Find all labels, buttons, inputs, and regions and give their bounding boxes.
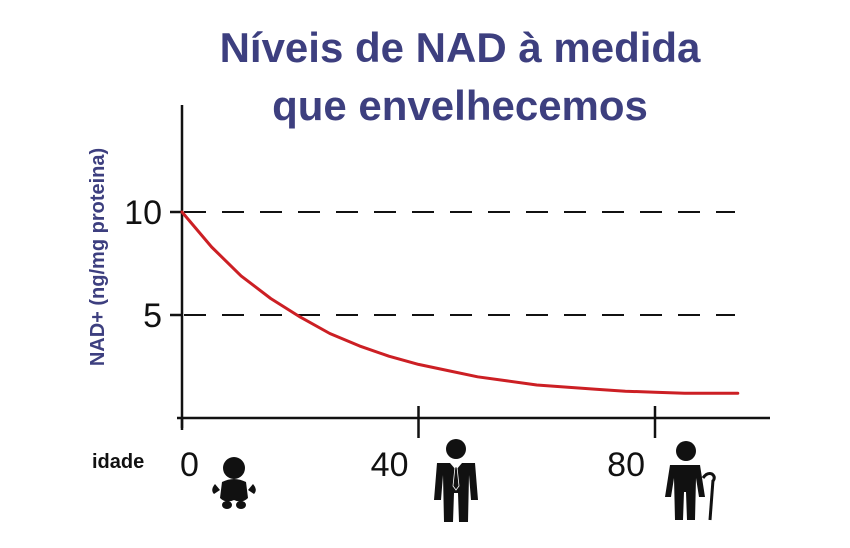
x-tick-label-80: 80 xyxy=(607,446,645,484)
y-tick-label-10: 10 xyxy=(124,194,162,232)
baby-icon xyxy=(212,457,256,509)
chart-title-line-2: que envelhecemos xyxy=(272,82,648,129)
businessman-icon xyxy=(434,439,478,522)
x-tick-label-40: 40 xyxy=(371,446,409,484)
series-line-nad-levels xyxy=(180,210,740,395)
curve-layer xyxy=(180,210,740,395)
elderly-man-with-cane-icon xyxy=(665,441,716,521)
grid-layer xyxy=(184,211,735,316)
x-tick-label-0: 0 xyxy=(180,446,199,484)
y-tick-label-5: 5 xyxy=(143,297,162,335)
x-axis-prefix-label: idade xyxy=(92,451,144,473)
chart-title-line-1: Níveis de NAD à medida xyxy=(220,24,701,71)
tick-layer: 10 5 0 40 80 xyxy=(124,194,657,484)
y-axis-label: NAD+ (ng/mg proteina) xyxy=(87,148,109,366)
